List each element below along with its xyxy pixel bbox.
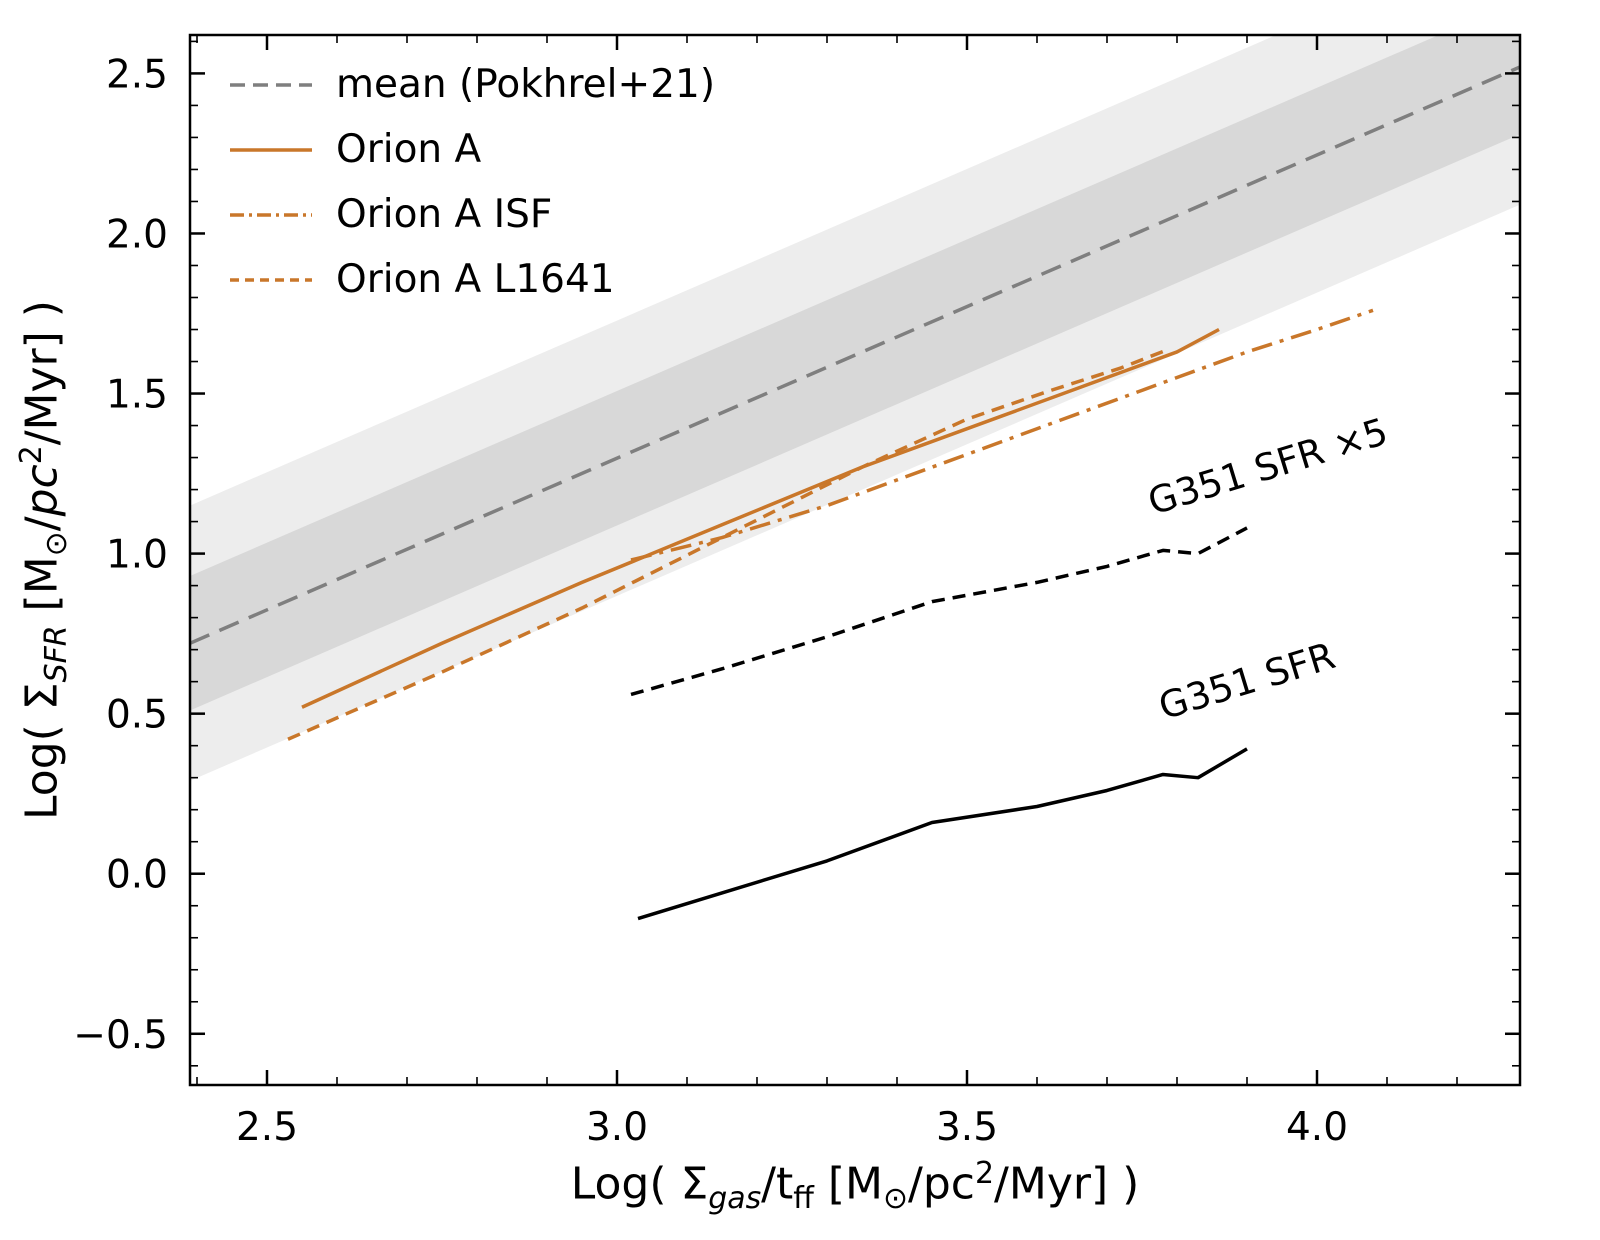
y-tick-label: 0.0 bbox=[106, 853, 168, 898]
y-axis-label-text: Log( Σ bbox=[16, 682, 68, 820]
legend-item-orion-a: Orion A bbox=[228, 129, 715, 171]
annotation-g351-sfr: G351 SFR bbox=[1154, 634, 1340, 728]
legend-item-orion-a-isf: Orion A ISF bbox=[228, 194, 715, 236]
legend-line-orion-a-isf-icon bbox=[230, 213, 312, 217]
x-axis-label-text: /pc bbox=[908, 1158, 976, 1210]
y-tick-label: −0.5 bbox=[73, 1013, 168, 1058]
y-tick-label: 2.0 bbox=[106, 212, 168, 257]
legend-line-orion-a-icon bbox=[230, 148, 312, 152]
x-tick-label: 3.5 bbox=[936, 1105, 998, 1150]
y-tick-label: 2.5 bbox=[106, 52, 168, 97]
annotation-g351-sfr-5: G351 SFR ×5 bbox=[1143, 410, 1393, 524]
y-axis-label-sub-sfr: SFR bbox=[39, 625, 75, 683]
series-g351-sfr-5 bbox=[630, 526, 1248, 697]
x-axis-label-text: Log( Σ bbox=[570, 1158, 709, 1210]
legend-label-orion-a-l1641: Orion A L1641 bbox=[336, 257, 615, 302]
y-axis-label-text: /Myr] ) bbox=[16, 300, 68, 446]
y-axis-label-pc: pc bbox=[16, 464, 68, 517]
legend-item-mean-pokhrel21: mean (Pokhrel+21) bbox=[228, 64, 715, 106]
legend-label-mean: mean (Pokhrel+21) bbox=[336, 62, 716, 107]
series-mean-pokhrel-21 bbox=[190, 65, 1520, 645]
y-axis-label: Log( ΣSFR [M⊙/pc2/Myr] ) bbox=[14, 300, 74, 820]
x-axis-label-text: [M bbox=[813, 1158, 883, 1210]
x-axis-label-text: /Myr] ) bbox=[994, 1158, 1140, 1210]
x-tick-label: 4.0 bbox=[1286, 1105, 1348, 1150]
x-axis-label-text: /t bbox=[761, 1158, 794, 1210]
x-tick-label: 2.5 bbox=[236, 1105, 298, 1150]
y-axis-label-text: / bbox=[16, 516, 68, 532]
x-axis-label-sub-ff: ff bbox=[793, 1181, 814, 1217]
series-g351-sfr bbox=[637, 747, 1248, 921]
y-axis-label-text: [M bbox=[16, 556, 68, 626]
y-axis-label-sub-sun: ⊙ bbox=[39, 531, 75, 557]
series-orion-a-l1641 bbox=[287, 347, 1171, 741]
axes-frame bbox=[188, 33, 1522, 1087]
legend-line-mean-icon bbox=[230, 83, 312, 87]
legend-item-orion-a-l1641: Orion A L1641 bbox=[228, 259, 715, 301]
x-tick-label: 3.0 bbox=[586, 1105, 648, 1150]
legend: mean (Pokhrel+21) Orion A Orion A ISF Or… bbox=[228, 64, 715, 301]
x-axis-label-sub-sun: ⊙ bbox=[882, 1181, 909, 1217]
x-axis-label-sub-gas: gas bbox=[708, 1181, 762, 1217]
legend-label-orion-a-isf: Orion A ISF bbox=[336, 192, 553, 237]
x-axis-label: Log( Σgas/tff [M⊙/pc2/Myr] ) bbox=[571, 1156, 1140, 1216]
legend-line-orion-a-l1641-icon bbox=[230, 278, 312, 282]
legend-label-orion-a: Orion A bbox=[336, 127, 482, 172]
y-tick-label: 1.0 bbox=[106, 533, 168, 578]
scatter-band-inner bbox=[190, 35, 1520, 711]
x-axis-label-sup-2: 2 bbox=[975, 1155, 995, 1191]
y-axis-label-sup-2: 2 bbox=[13, 445, 49, 465]
y-tick-label: 1.5 bbox=[106, 373, 168, 418]
y-tick-label: 0.5 bbox=[106, 693, 168, 738]
series-orion-a-isf bbox=[630, 308, 1374, 562]
